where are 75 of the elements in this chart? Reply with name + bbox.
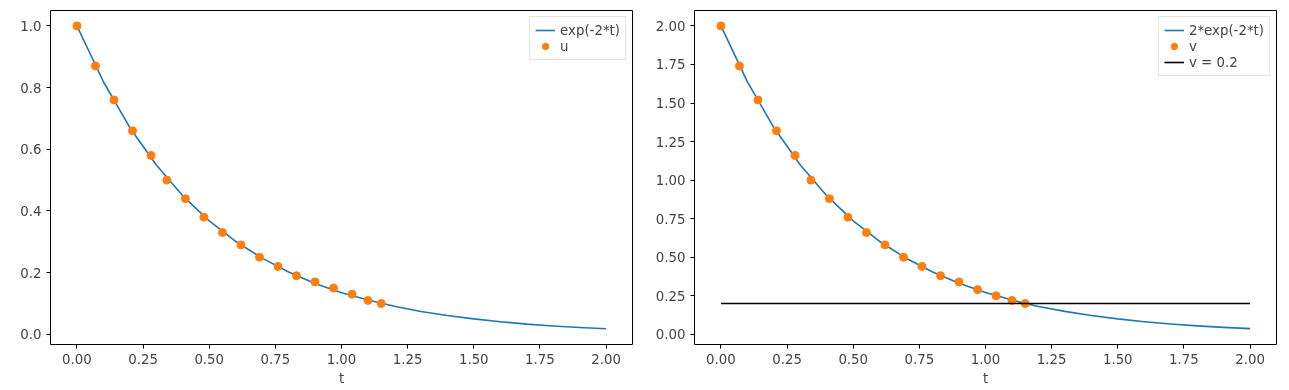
point bbox=[292, 271, 302, 281]
x-axis-title: t bbox=[338, 370, 345, 386]
point bbox=[363, 295, 373, 305]
point bbox=[880, 240, 890, 250]
y-tick-label: 0.6 bbox=[20, 142, 42, 158]
point bbox=[1007, 295, 1017, 305]
x-tick-label: 0.00 bbox=[62, 351, 92, 367]
point bbox=[734, 61, 744, 71]
x-tick-label: 0.25 bbox=[128, 351, 158, 367]
x-tick-label: 2.00 bbox=[591, 351, 621, 367]
x-tick-label: 0.75 bbox=[260, 351, 291, 367]
point bbox=[217, 228, 227, 238]
y-tick-label: 1.00 bbox=[655, 173, 686, 189]
x-tick-label: 0.50 bbox=[194, 351, 225, 367]
y-tick-label: 1.25 bbox=[655, 134, 686, 150]
y-tick-label: 0.2 bbox=[20, 265, 42, 281]
x-tick-label: 0.75 bbox=[904, 351, 935, 367]
point bbox=[128, 126, 138, 136]
x-tick-label: 1.00 bbox=[326, 351, 357, 367]
x-tick-label: 1.75 bbox=[525, 351, 555, 367]
x-tick-label: 1.00 bbox=[970, 351, 1001, 367]
y-tick-label: 0.50 bbox=[655, 250, 686, 266]
y-tick-label: 0.0 bbox=[20, 327, 42, 343]
y-tick-label: 0.75 bbox=[655, 211, 686, 227]
y-tick-label: 0.00 bbox=[655, 327, 686, 343]
point bbox=[843, 212, 853, 222]
x-tick-label: 1.25 bbox=[392, 351, 423, 367]
point bbox=[376, 298, 386, 308]
x-axis-title: t bbox=[982, 370, 989, 386]
y-tick-label: 1.75 bbox=[655, 57, 686, 73]
x-tick-label: 1.50 bbox=[1102, 351, 1133, 367]
point bbox=[199, 212, 209, 222]
point bbox=[806, 175, 816, 185]
point bbox=[109, 95, 119, 105]
x-tick-label: 0.00 bbox=[706, 351, 736, 367]
legend-label: v bbox=[1188, 38, 1198, 54]
y-tick-label: 1.50 bbox=[655, 96, 686, 112]
x-tick-label: 0.25 bbox=[772, 351, 802, 367]
point bbox=[273, 261, 283, 271]
legend-label: exp(-2*t) bbox=[560, 22, 620, 38]
point bbox=[180, 194, 190, 204]
x-tick-label: 2.00 bbox=[1235, 351, 1265, 367]
point bbox=[936, 271, 946, 281]
y-tick-label: 2.00 bbox=[655, 18, 686, 34]
x-tick-label: 1.50 bbox=[458, 351, 489, 367]
y-tick-label: 1.0 bbox=[20, 18, 42, 34]
point bbox=[162, 175, 172, 185]
legend-label: v = 0.2 bbox=[1188, 54, 1238, 70]
point bbox=[146, 150, 156, 160]
point bbox=[861, 228, 871, 238]
point bbox=[329, 283, 339, 293]
point bbox=[236, 240, 246, 250]
point bbox=[917, 261, 927, 271]
y-tick-label: 0.8 bbox=[20, 80, 42, 96]
legend-label: u bbox=[560, 38, 570, 54]
point bbox=[753, 95, 763, 105]
point bbox=[347, 289, 357, 299]
y-tick-label: 0.4 bbox=[20, 203, 42, 219]
point bbox=[954, 277, 964, 287]
point bbox=[254, 252, 264, 262]
point bbox=[772, 126, 782, 136]
y-tick-label: 0.25 bbox=[655, 288, 686, 304]
legend-label: 2*exp(-2*t) bbox=[1188, 22, 1264, 38]
x-tick-label: 1.75 bbox=[1169, 351, 1199, 367]
point bbox=[973, 285, 983, 295]
point bbox=[898, 252, 908, 262]
point bbox=[90, 61, 100, 71]
point bbox=[310, 277, 320, 287]
point bbox=[716, 21, 726, 31]
point bbox=[991, 291, 1001, 301]
point bbox=[790, 150, 800, 160]
x-tick-label: 1.25 bbox=[1036, 351, 1067, 367]
point bbox=[824, 194, 834, 204]
point bbox=[72, 21, 82, 31]
x-tick-label: 0.50 bbox=[838, 351, 869, 367]
